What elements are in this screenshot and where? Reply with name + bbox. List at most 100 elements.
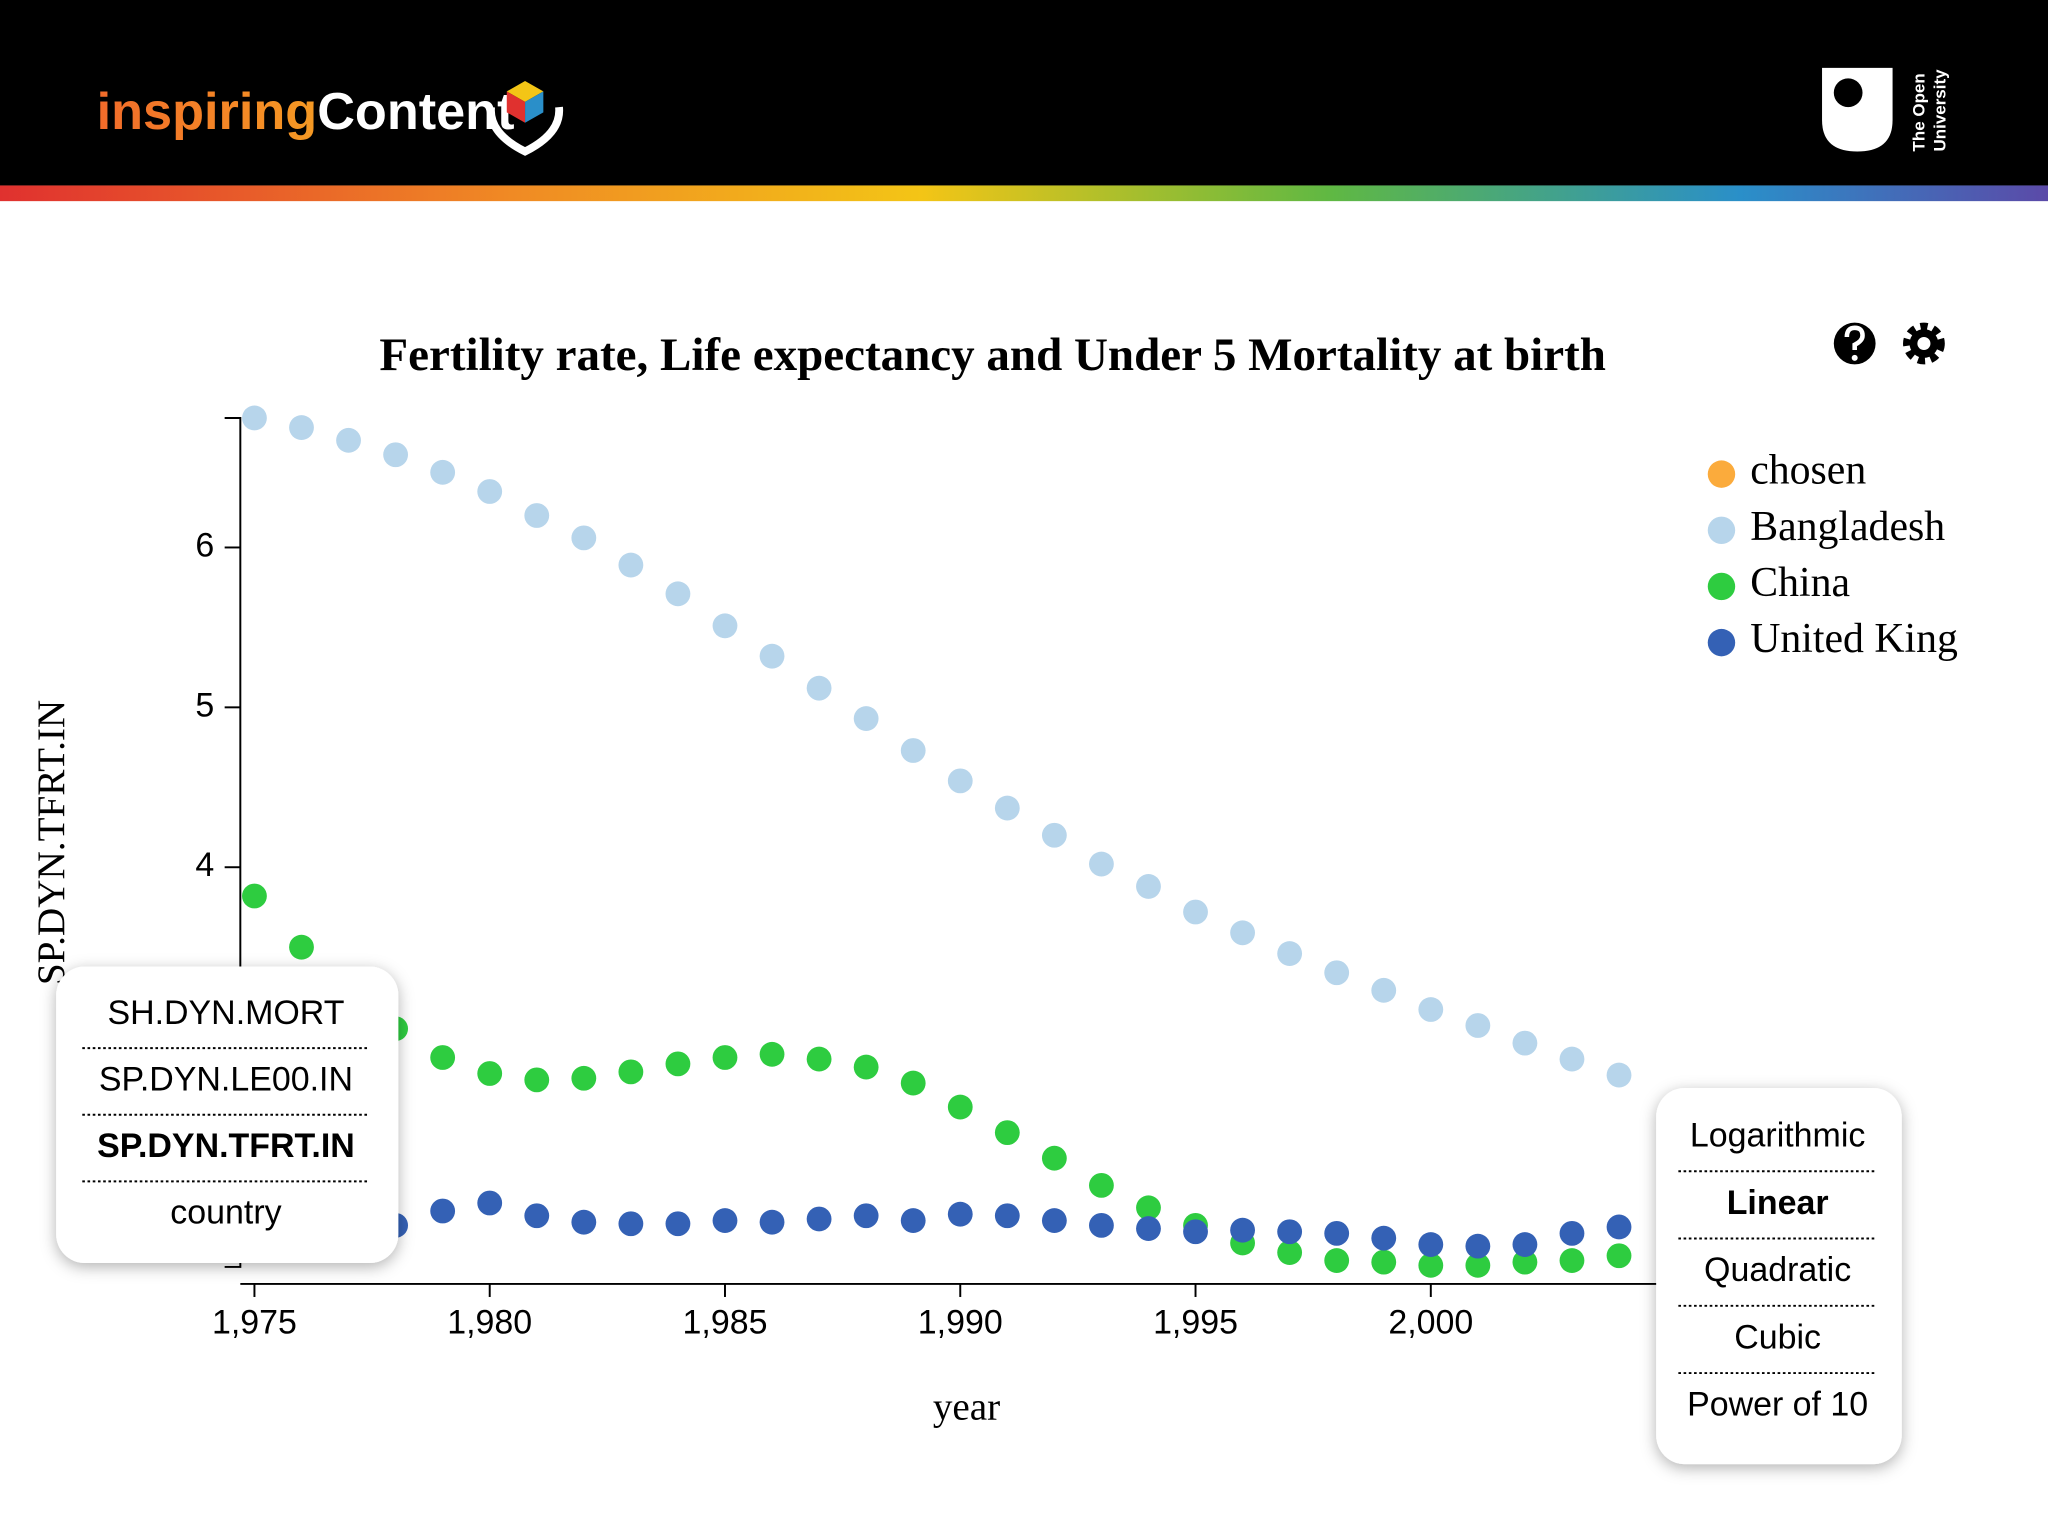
header-bar [0,0,2048,186]
data-point [242,883,267,909]
data-point [1324,960,1350,986]
data-point [1183,899,1208,925]
menu-item[interactable]: Linear [1727,1184,1829,1222]
data-point [853,706,879,731]
data-point [1136,1195,1161,1221]
menu-item[interactable]: Logarithmic [1690,1117,1865,1155]
x-tick-label: 1,980 [447,1303,532,1341]
data-point [1371,1249,1397,1275]
data-point [430,459,456,485]
data-point [1465,1233,1491,1259]
data-point [618,552,644,578]
data-point [806,675,832,701]
data-point [1277,1219,1303,1245]
data-point [242,405,267,431]
legend-label: chosen [1750,448,1866,494]
data-point [618,1059,644,1085]
data-point [853,1054,879,1080]
data-point [1230,1217,1255,1243]
data-point [759,1209,785,1235]
chart-title: Fertility rate, Life expectancy and Unde… [379,329,1606,381]
data-point [1465,1252,1491,1278]
data-point [1041,1208,1067,1233]
logo-part: Content [317,83,514,141]
y-axis [224,416,242,1268]
data-point [994,1120,1020,1146]
data-point [1089,1212,1114,1238]
data-point [712,1045,738,1070]
menu-item[interactable]: Power of 10 [1687,1386,1868,1424]
legend-swatch [1707,516,1736,544]
data-point [430,1045,456,1070]
scale-menu: Logarithmic Linear Quadratic Cubic Power of … [1656,1088,1902,1465]
data-point [947,768,973,794]
menu-item[interactable]: country [170,1194,281,1232]
data-point [618,1211,644,1237]
menu-panel [1656,1088,1902,1465]
data-point [1230,920,1255,946]
legend-swatch [1707,628,1736,657]
data-point [477,1061,503,1086]
ou-logo: The Open University [1822,67,1949,152]
data-point [665,1051,691,1077]
data-point [524,1067,550,1093]
logo-icon [487,80,563,156]
data-point [1324,1220,1350,1246]
data-point [853,1203,879,1229]
data-point [1371,1225,1397,1251]
y-axis-label: SP.DYN.TFRT.IN [30,700,73,985]
data-point [571,1209,597,1235]
settings-icon[interactable] [1903,322,1945,365]
data-point [1512,1232,1538,1257]
menu-item[interactable]: SP.DYN.LE00.IN [99,1060,353,1098]
menu-item[interactable]: SP.DYN.TFRT.IN [97,1127,355,1165]
ou-text: The Open [1909,73,1928,151]
data-point [289,934,314,960]
data-point [524,503,550,528]
data-point [712,1208,738,1233]
data-point [1512,1030,1538,1056]
data-point [1136,874,1161,899]
menu-panel [56,966,399,1264]
legend-label: United King [1750,616,1958,662]
data-point [1183,1219,1208,1245]
menu-item[interactable]: SH.DYN.MORT [107,994,344,1032]
legend-swatch [1707,572,1736,601]
x-axis-label: year [933,1386,1000,1429]
legend: chosen Bangladesh China United King [1707,448,1958,662]
data-point [1089,1172,1114,1198]
data-point [1277,941,1303,966]
y-variable-menu: SH.DYN.MORT SP.DYN.LE00.IN SP.DYN.TFRT.IN c… [56,966,399,1264]
data-point [900,1070,926,1096]
y-tick-label: 5 [195,686,214,724]
data-point [1136,1216,1161,1241]
data-point [1559,1220,1585,1246]
data-point [1606,1062,1632,1088]
logo-part: inspiring [97,83,318,141]
data-point [1277,1240,1303,1265]
y-tick-label: 4 [195,846,214,884]
data-point [571,1065,597,1091]
data-point [712,613,738,639]
data-point [1559,1046,1585,1072]
menu-item[interactable]: Quadratic [1704,1251,1851,1289]
data-point [759,1041,785,1067]
x-tick-label: 1,975 [212,1303,297,1341]
data-point [806,1046,832,1072]
data-point [900,1208,926,1233]
help-icon[interactable] [1833,322,1876,365]
data-point [806,1206,832,1232]
data-point [524,1203,550,1229]
data-point [477,479,503,504]
menu-item[interactable]: Cubic [1734,1318,1821,1356]
data-point [1418,997,1444,1022]
data-point [994,795,1020,821]
data-point [289,415,314,440]
x-tick-label: 1,990 [918,1303,1003,1341]
x-tick-label: 1,985 [683,1303,768,1341]
legend-label: Bangladesh [1750,504,1945,550]
logo: inspiringContent [97,83,515,141]
data-point [1512,1249,1538,1275]
data-point [1041,822,1067,848]
